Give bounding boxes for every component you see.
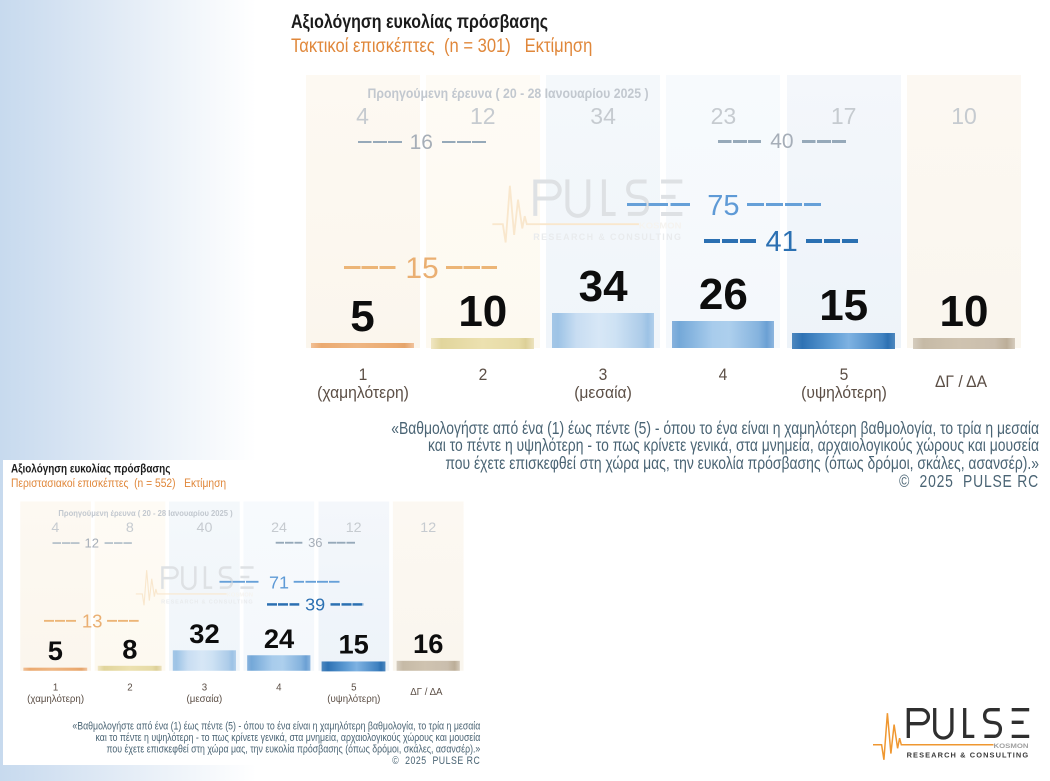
svg-text:RESEARCH & CONSULTING: RESEARCH & CONSULTING: [533, 231, 681, 241]
svg-text:KOSMON: KOSMON: [227, 593, 254, 599]
svg-text:KOSMON: KOSMON: [639, 221, 682, 230]
svg-text:RESEARCH & CONSULTING: RESEARCH & CONSULTING: [906, 751, 1028, 760]
svg-text:RESEARCH & CONSULTING: RESEARCH & CONSULTING: [161, 600, 253, 606]
svg-text:KOSMON: KOSMON: [993, 743, 1028, 750]
